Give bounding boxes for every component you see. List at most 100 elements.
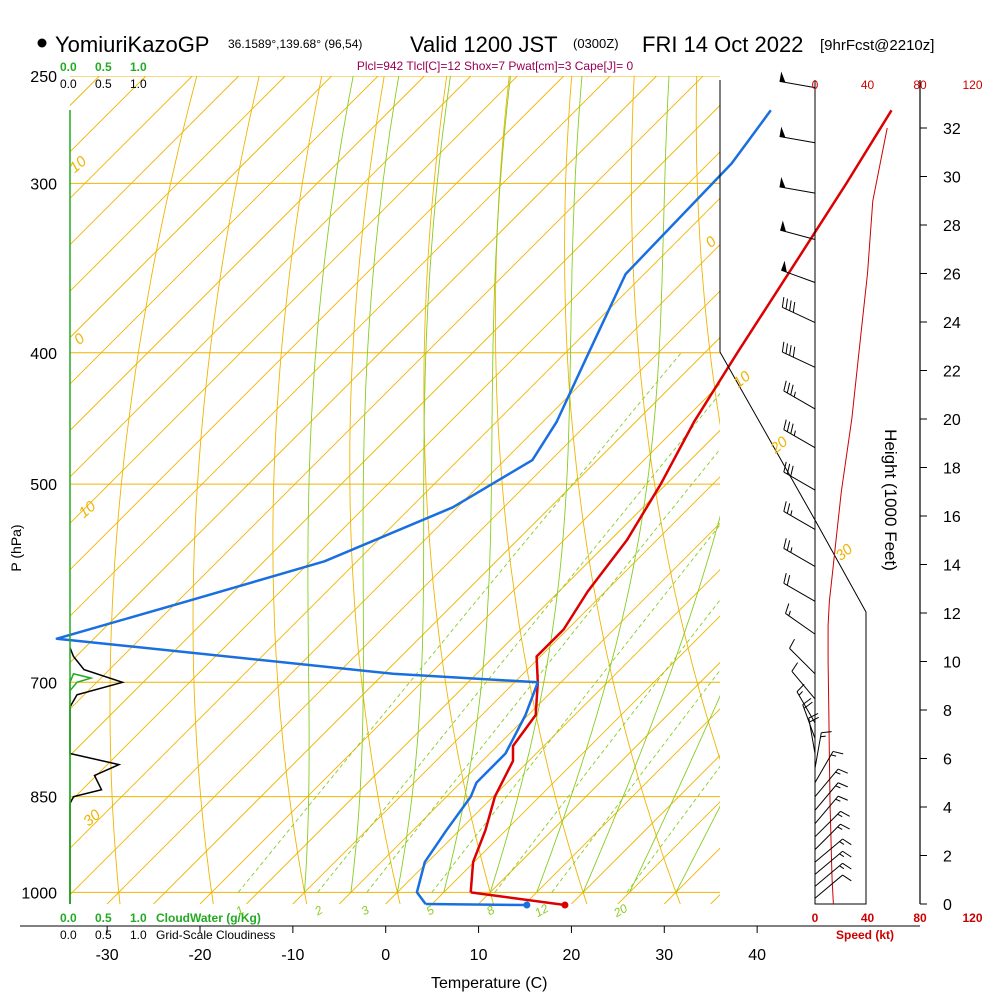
wind-barb-staff-1 [779,135,816,144]
wind-barb-17 [802,697,816,739]
height-tick-label-4: 4 [943,800,952,817]
wind-barb-feather-9 [790,465,794,477]
mixing-ratio-line-1 [237,352,682,893]
wind-barb-feather-28 [842,862,852,870]
wind-barb-staff-28 [814,862,843,887]
wind-barb-staff-12 [783,582,816,602]
isotherm-35 [710,894,720,904]
wind-barb-staff-9 [783,471,816,491]
wind-barb-half-13 [788,610,791,616]
dry-adiabat-label-1: 0 [71,330,89,349]
isotherm-20 [571,754,720,904]
temperature-surface-segment [470,891,566,907]
wind-barb-staff-18 [808,717,816,754]
temp-tick-label-20: 20 [563,947,581,964]
wind-barb-feather-11 [783,538,787,549]
station-coords: 36.1589°,139.68° (96,54) [228,37,362,51]
wind-barb-staff-2 [779,186,816,194]
moist-adiabat-10 [489,76,583,893]
moist-adiabat--5 [350,76,400,893]
cloud-water-tick-1-top: 0.5 [95,60,112,74]
speed-tick-bottom-40: 40 [861,911,875,925]
wind-barb-staff-3 [780,229,816,240]
dewpoint-profile [55,109,772,905]
isotherm--80 [70,76,472,478]
mixing-ratio-line-8 [494,599,720,893]
dry-adiabat-70 [822,76,1000,904]
wind-barb-28 [814,862,852,887]
isotherm--45 [70,151,720,803]
isotherm--100 [70,76,286,292]
height-tick-label-24: 24 [943,315,961,332]
speed-tick-bottom-0: 0 [812,911,819,925]
wind-barb-feather-7 [790,384,794,396]
pressure-tick-label-1000: 1000 [21,885,57,902]
isotherm--10 [292,476,720,904]
wind-barb-half-27 [839,853,845,858]
wind-barb-staff-21 [814,768,839,797]
wind-barb-12 [783,572,816,602]
dry-adiabat--30 [109,76,198,904]
wind-barb-27 [814,850,852,875]
isotherm-25 [617,801,720,904]
wind-barb-staff-13 [785,613,816,635]
wind-barb-feather-5 [789,300,792,311]
cloud-cover-tick-1-top: 0.5 [95,77,112,91]
wind-barb-feather-15 [791,662,799,672]
pressure-tick-label-400: 400 [30,346,57,363]
temp-tick-label-30: 30 [655,947,673,964]
cloud-cover-label: Grid-Scale Cloudiness [156,928,275,942]
isotherm--70 [70,76,565,571]
wind-barb-half-26 [839,841,845,845]
wind-barb-feather-10 [786,503,791,514]
wind-barb-feather-19 [821,731,832,734]
wind-barb-staff-19 [814,732,822,769]
wind-barb-feather-17 [802,697,812,706]
wind-barb-half-10 [790,510,793,516]
valid-zulu: (0300Z) [573,36,619,51]
valid-time: Valid 1200 JST [410,32,558,57]
mixing-ratio-label-5: 12 [532,901,551,920]
wind-barb-24 [814,810,850,838]
mixing-ratio-label-2: 3 [359,903,372,919]
wind-barb-feather-5 [785,298,789,310]
cloud-cover-tick-0-bottom: 0.0 [60,928,77,942]
moist-adiabat-20 [582,515,720,893]
wind-barb-1 [779,126,816,144]
dry-adiabat-label-5: 20 [767,433,792,458]
moist-adiabat-5 [443,76,511,893]
wind-barb-feather-11 [786,540,791,551]
wind-and-height-panel [719,71,921,905]
mixing-ratio-line-20 [626,765,720,893]
speed-tick-top-120: 120 [962,78,982,92]
cloud-cover-tick-1-bottom: 0.5 [95,928,112,942]
isotherm--50 [70,104,720,757]
height-tick-label-18: 18 [943,461,961,478]
stability-indices: Plcl=942 Tlcl[C]=12 Shox=7 Pwat[cm]=3 Ca… [357,59,634,73]
temp-tick-label-10: 10 [470,947,488,964]
isotherm--95 [70,76,332,339]
wind-barb-half-16 [798,691,803,696]
wind-barb-6 [781,341,816,368]
temp-tick-label--20: -20 [188,947,211,964]
wind-barb-feather-5 [781,296,785,308]
temp-tick-label--10: -10 [281,947,304,964]
isotherm--30 [106,290,720,904]
speed-tick-bottom-120: 120 [962,911,982,925]
temp-tick-label-40: 40 [748,947,766,964]
wind-barb-staff-11 [783,548,816,567]
wind-barb-4 [781,260,816,283]
wind-barb-staff-25 [814,823,841,850]
isotherm--15 [246,429,720,904]
wind-barb-feather-18 [809,716,819,723]
moist-adiabat-0 [396,76,451,893]
isotherm--40 [70,197,720,849]
sounding-data [55,109,893,909]
pressure-tick-label-700: 700 [30,675,57,692]
wind-barb-feather-22 [837,782,848,788]
mixing-ratio-label-1: 2 [311,903,325,919]
height-tick-label-28: 28 [943,218,961,235]
cloud-water-tick-0-bottom: 0.0 [60,911,77,925]
height-tick-label-30: 30 [943,170,961,187]
wind-barb-flag-3 [780,220,787,232]
